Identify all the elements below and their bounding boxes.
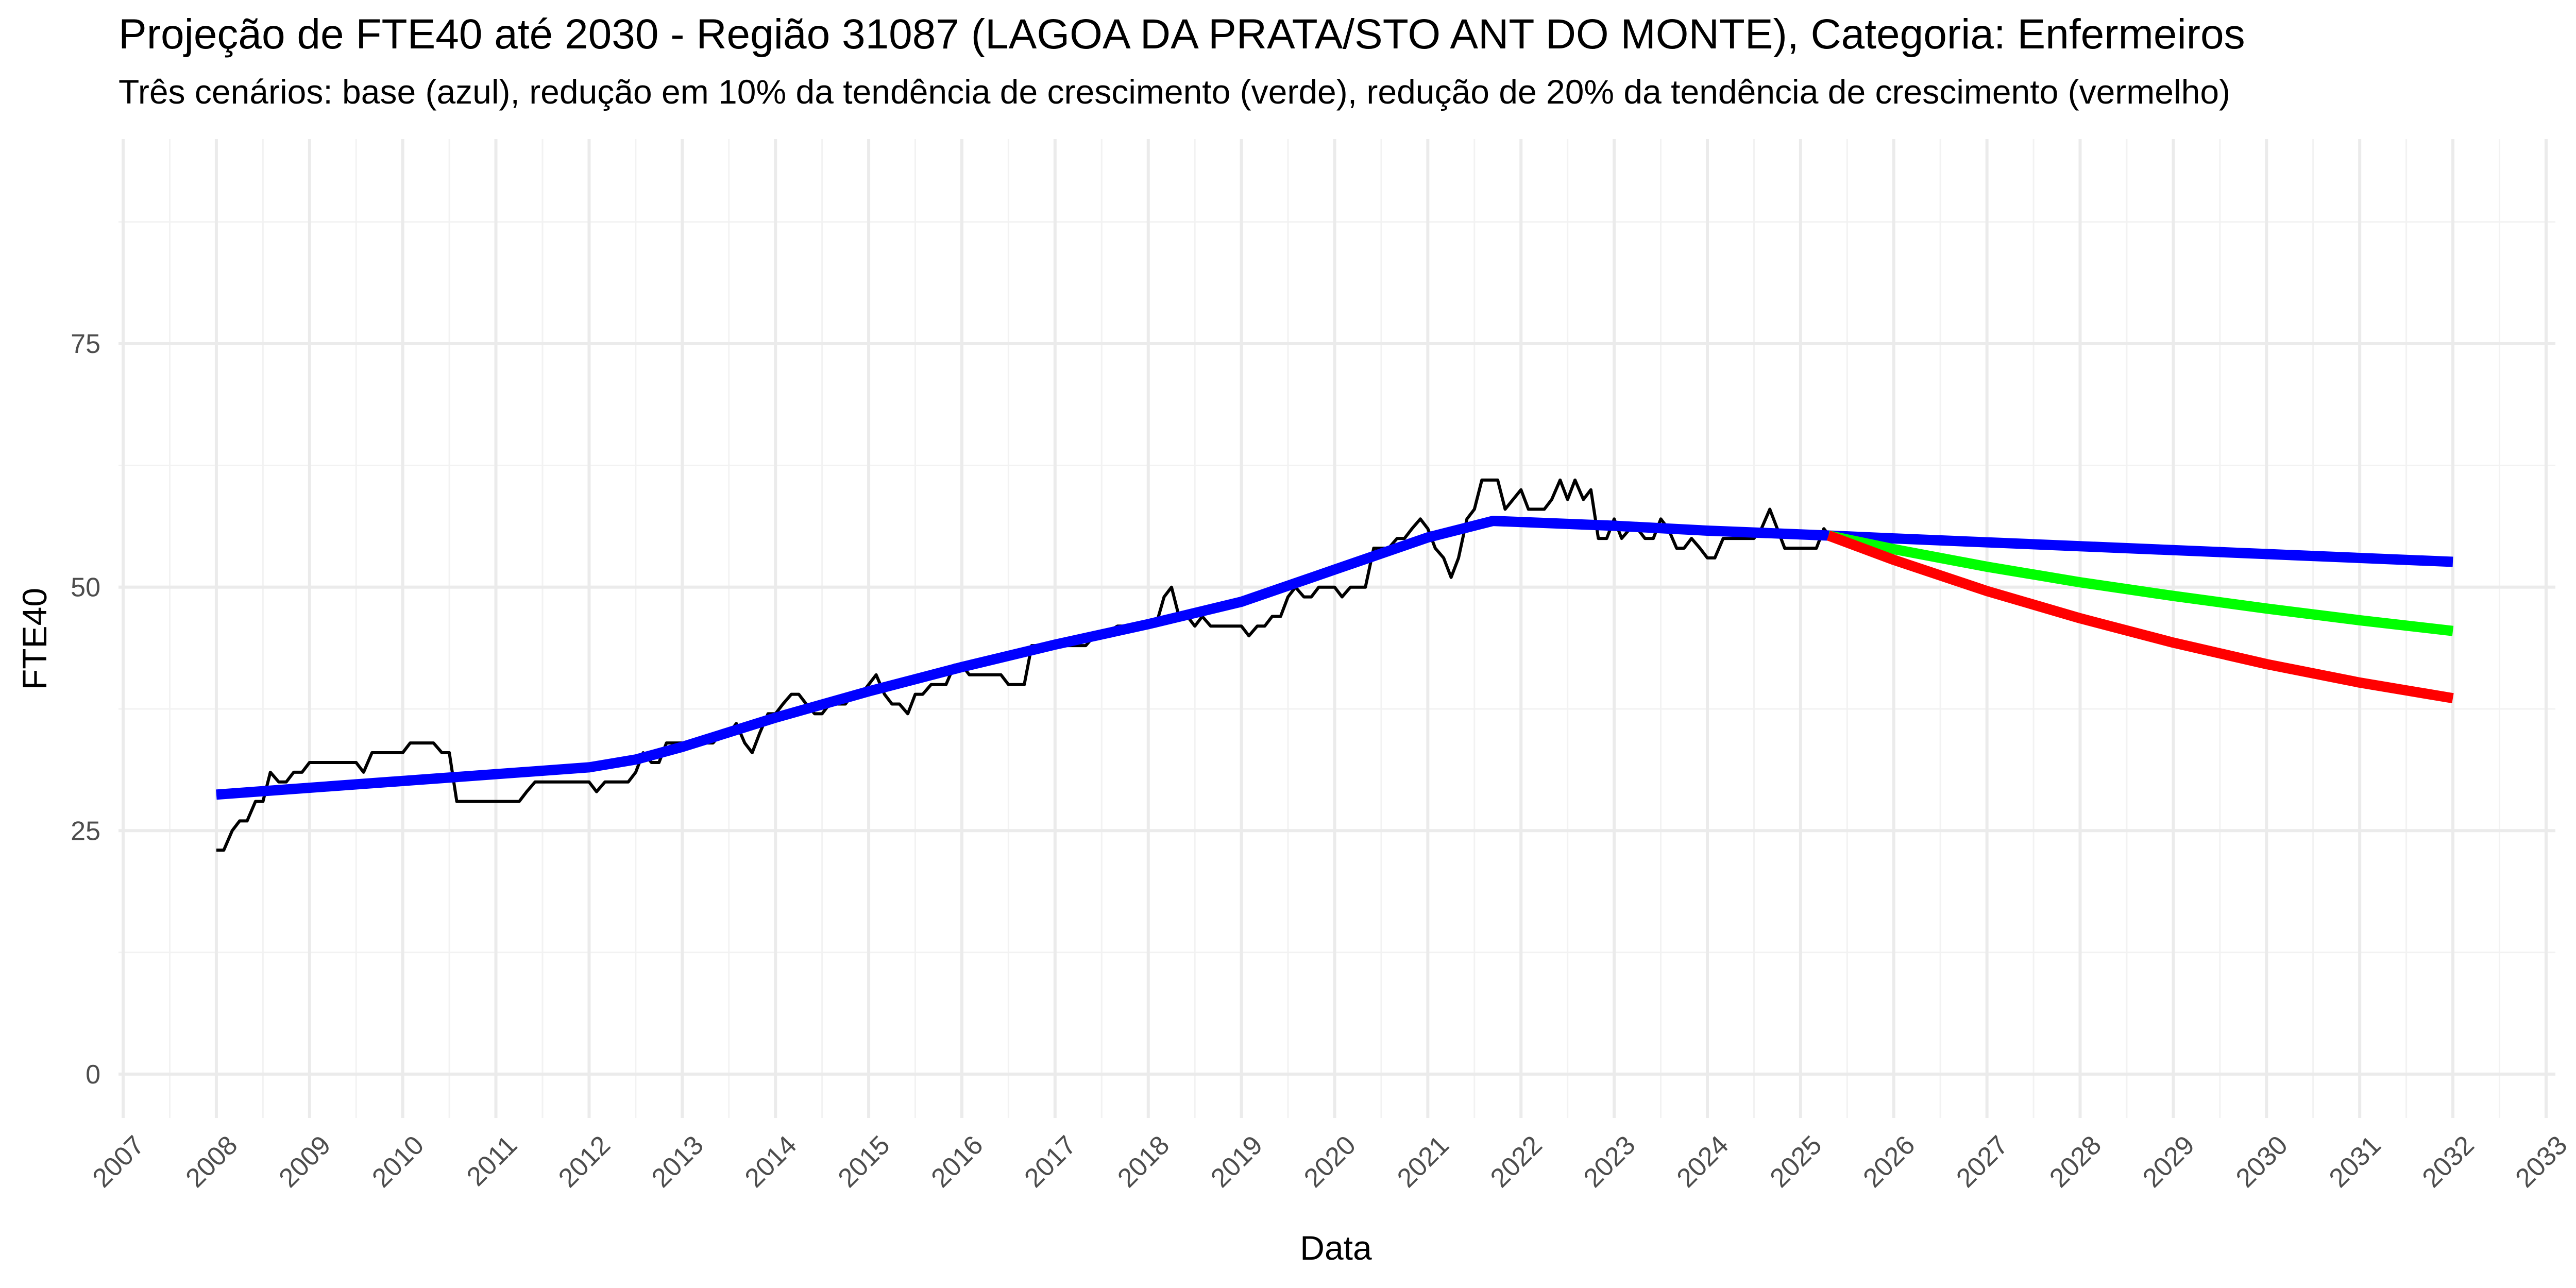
x-tick-label: 2028 (2044, 1130, 2107, 1193)
x-tick-label: 2007 (87, 1130, 150, 1193)
x-tick-label: 2031 (2324, 1130, 2387, 1193)
x-tick-label: 2009 (273, 1130, 336, 1193)
x-tick-label: 2019 (1205, 1130, 1268, 1193)
x-tick-label: 2011 (461, 1130, 523, 1192)
x-tick-label: 2014 (739, 1130, 803, 1193)
x-tick-label: 2008 (180, 1130, 244, 1193)
x-tick-label: 2023 (1578, 1130, 1641, 1193)
x-tick-label: 2029 (2137, 1130, 2200, 1193)
y-tick-label: 25 (71, 816, 100, 846)
y-tick-label: 50 (71, 573, 100, 603)
x-tick-label: 2022 (1485, 1130, 1548, 1193)
x-tick-label: 2026 (1857, 1130, 1921, 1193)
chart-title: Projeção de FTE40 até 2030 - Região 3108… (118, 11, 2245, 58)
x-tick-label: 2015 (833, 1130, 896, 1193)
x-tick-label: 2018 (1112, 1130, 1175, 1193)
y-tick-label: 0 (86, 1060, 100, 1090)
series-line-0 (216, 478, 1833, 852)
x-axis-title: Data (1300, 1229, 1372, 1267)
series-line-3 (1826, 531, 2454, 704)
x-tick-label: 2016 (926, 1130, 989, 1193)
x-tick-label: 2021 (1392, 1130, 1455, 1193)
x-tick-label: 2032 (2417, 1130, 2480, 1193)
x-tick-label: 2027 (1951, 1130, 2014, 1193)
x-tick-label: 2024 (1671, 1130, 1735, 1193)
x-tick-label: 2033 (2510, 1130, 2573, 1193)
y-axis-title: FTE40 (15, 588, 54, 690)
x-tick-label: 2017 (1019, 1130, 1082, 1193)
x-axis-ticks: 2007 2008 2009 2010 2011 2012 2013 2014 2015 2016… (87, 1130, 2573, 1193)
grid (118, 139, 2555, 1118)
x-tick-label: 2025 (1765, 1130, 1828, 1193)
series-line-2 (1827, 530, 2454, 636)
y-axis-ticks: 0 25 50 75 (71, 329, 100, 1090)
chart-subtitle: Três cenários: base (azul), redução em 1… (118, 73, 2231, 111)
x-tick-label: 2030 (2230, 1130, 2294, 1193)
series-group (216, 478, 2454, 852)
x-tick-label: 2010 (366, 1130, 430, 1193)
x-tick-label: 2012 (553, 1130, 616, 1193)
y-tick-label: 75 (71, 329, 100, 359)
series-line-1 (216, 516, 2453, 800)
x-tick-label: 2013 (646, 1130, 709, 1193)
x-tick-label: 2020 (1298, 1130, 1362, 1193)
